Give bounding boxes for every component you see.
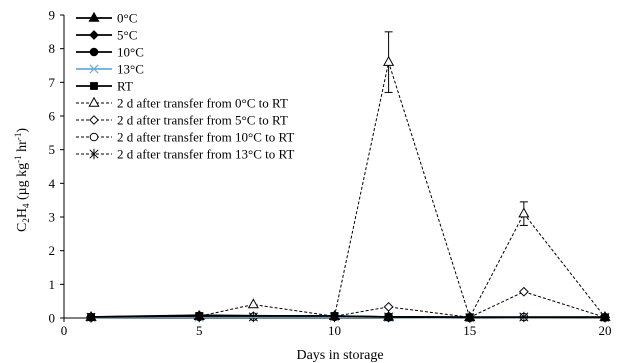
- data-point: [89, 148, 99, 160]
- y-ticks: 0 1 2 3 4 5 6 7 8 9: [49, 8, 64, 326]
- data-point: [89, 115, 99, 125]
- y-axis-title-unit-open: (µg kg: [15, 163, 30, 204]
- legend-label: 10°C: [117, 45, 144, 60]
- data-point: [330, 312, 339, 320]
- y-axis-title-sub2: 4: [21, 203, 31, 208]
- y-tick-label: 4: [49, 176, 56, 191]
- legend-label: 5°C: [117, 28, 137, 43]
- y-axis-title-sub1: 2: [21, 218, 31, 223]
- x-tick-label: 15: [463, 323, 476, 338]
- data-point: [518, 207, 530, 218]
- data-point: [88, 11, 100, 22]
- y-axis-title: C2H4 (µg kg-1 hr-1): [13, 128, 31, 232]
- y-axis-title-main: C: [15, 223, 30, 232]
- legend-item: 5°C: [76, 28, 137, 43]
- series-line: [91, 60, 606, 319]
- legend-label: 0°C: [117, 11, 137, 26]
- y-tick-label: 7: [49, 75, 56, 90]
- legend-item: 10°C: [76, 45, 144, 60]
- x-tick-label: 20: [599, 323, 612, 338]
- y-tick-label: 8: [49, 41, 56, 56]
- legend-label: 2 d after transfer from 5°C to RT: [117, 113, 288, 128]
- y-axis-title-unit-close: ): [15, 128, 30, 133]
- y-tick-label: 3: [49, 210, 56, 225]
- legend-label: 2 d after transfer from 10°C to RT: [117, 130, 294, 145]
- y-axis-title-unit-mid: hr: [15, 140, 30, 156]
- legend-item: RT: [76, 79, 133, 94]
- data-point: [89, 64, 99, 74]
- y-tick-label: 0: [49, 311, 56, 326]
- y-tick-label: 5: [49, 142, 56, 157]
- data-point: [89, 132, 99, 142]
- series-4: [87, 312, 609, 322]
- data-point: [383, 301, 394, 312]
- data-point: [247, 298, 259, 309]
- legend-label: 2 d after transfer from 13°C to RT: [117, 147, 294, 162]
- series-5: [85, 31, 611, 322]
- data-point: [465, 313, 474, 322]
- data-point: [89, 30, 99, 40]
- data-point: [195, 312, 204, 320]
- data-point: [518, 286, 529, 297]
- legend-label: 13°C: [117, 62, 144, 77]
- y-tick-label: 9: [49, 8, 56, 23]
- legend-label: RT: [117, 79, 133, 94]
- legend-item: 2 d after transfer from 13°C to RT: [76, 147, 294, 162]
- plot-area: [85, 31, 611, 323]
- legend-item: 0°C: [76, 11, 137, 26]
- data-point: [90, 82, 98, 90]
- x-axis-title: Days in storage: [296, 348, 383, 363]
- y-axis-title-sup2: -1: [13, 133, 23, 141]
- data-point: [87, 313, 95, 321]
- y-axis-title-sup1: -1: [13, 155, 23, 163]
- legend: 0°C 5°C 10°C 13°C RT 2 d after transfer from …: [76, 11, 294, 162]
- legend-item: 13°C: [76, 62, 144, 77]
- legend-item: 2 d after transfer from 0°C to RT: [76, 96, 288, 111]
- x-tick-label: 10: [328, 323, 341, 338]
- y-tick-label: 6: [49, 109, 56, 124]
- series-line: [91, 315, 605, 319]
- data-point: [89, 47, 99, 57]
- x-tick-label: 5: [196, 323, 203, 338]
- legend-item: 2 d after transfer from 5°C to RT: [76, 113, 288, 128]
- legend-label: 2 d after transfer from 0°C to RT: [117, 96, 288, 111]
- y-tick-label: 2: [49, 243, 56, 258]
- x-tick-label: 0: [61, 323, 68, 338]
- data-point: [88, 96, 100, 107]
- y-axis-title-mid: H: [15, 208, 30, 218]
- x-ticks: 0 5 10 15 20: [61, 318, 612, 338]
- data-point: [383, 55, 395, 66]
- data-point: [384, 313, 393, 321]
- legend-item: 2 d after transfer from 10°C to RT: [76, 130, 294, 145]
- data-point: [601, 313, 609, 322]
- axes: 0 5 10 15 20 0 1 2 3 4 5 6 7 8 9: [49, 8, 612, 339]
- y-tick-label: 1: [49, 277, 56, 292]
